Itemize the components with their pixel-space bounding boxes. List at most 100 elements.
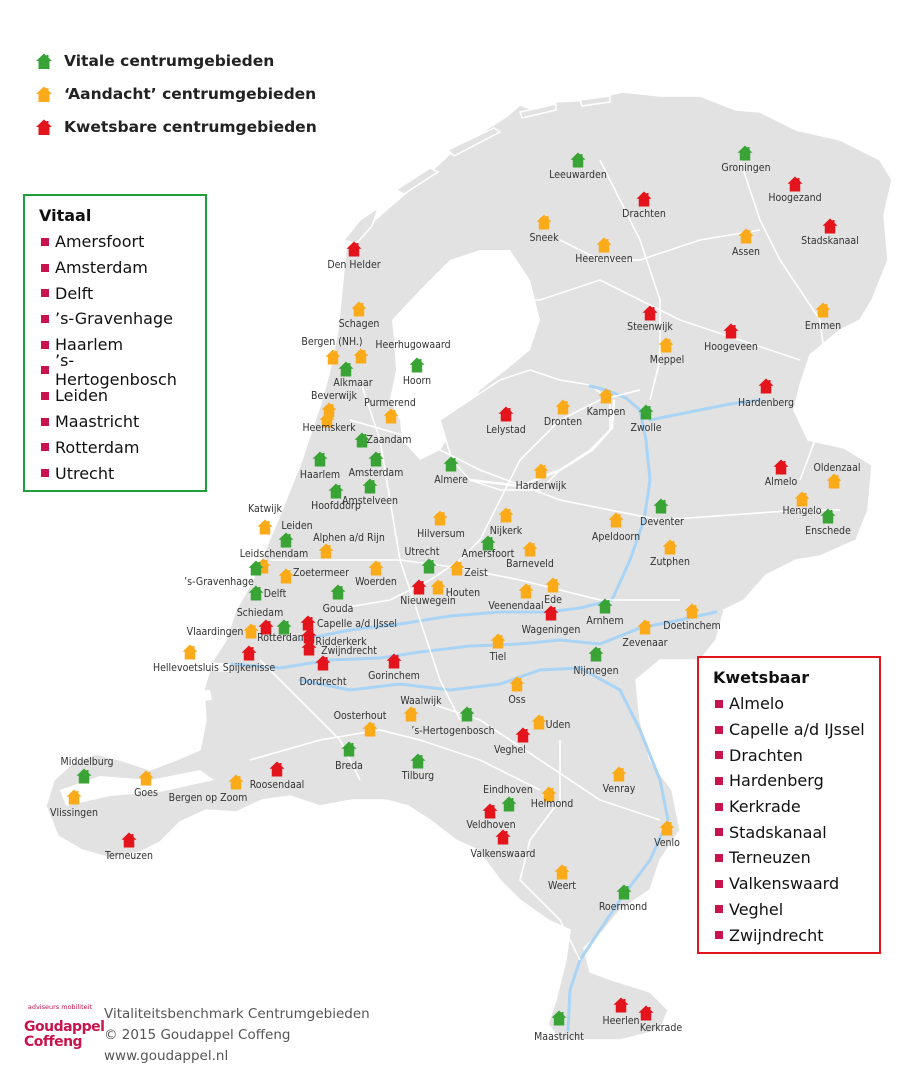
- city-label-middelburg: Middelburg: [61, 756, 114, 768]
- house-marker-oss: [509, 676, 525, 692]
- house-marker-amstelveen: [362, 478, 378, 494]
- bullet-square: [715, 751, 723, 760]
- city-label-houten: Houten: [446, 587, 480, 599]
- house-marker-hardenberg: [758, 378, 774, 394]
- city-label-goes: Goes: [134, 787, 158, 799]
- island-schiermonnikoog: [579, 95, 611, 107]
- list-item-label: Veghel: [729, 899, 784, 919]
- list-item: Terneuzen: [711, 845, 867, 871]
- house-marker-eindhoven: [501, 796, 517, 812]
- house-marker-veldhoven: [482, 803, 498, 819]
- house-marker-leiden: [278, 532, 294, 548]
- house-marker-roosendaal: [269, 761, 285, 777]
- city-label-almere: Almere: [434, 474, 468, 486]
- list-item-label: Terneuzen: [729, 848, 811, 868]
- house-marker-doetinchem: [684, 603, 700, 619]
- house-marker-apeldoorn: [608, 512, 624, 528]
- bullet-square: [715, 725, 723, 734]
- list-item-label: Amersfoort: [55, 232, 145, 252]
- house-marker-deventer: [653, 498, 669, 514]
- city-label-rotterdam: Rotterdam: [257, 632, 307, 644]
- vitaal-box-title: Vitaal: [39, 206, 92, 225]
- list-item-label: Capelle a/d IJssel: [729, 720, 865, 740]
- house-marker-roermond: [616, 884, 632, 900]
- city-label-leidschendam: Leidschendam: [240, 548, 308, 560]
- house-marker-waalwijk: [403, 706, 419, 722]
- haringvliet: [150, 660, 232, 678]
- city-label-venray: Venray: [603, 783, 636, 795]
- city-label-maastricht: Maastricht: [534, 1031, 584, 1043]
- city-label-kampen: Kampen: [587, 406, 626, 418]
- city-label-nieuwegein: Nieuwegein: [400, 595, 455, 607]
- house-marker-veghel: [515, 727, 531, 743]
- house-marker-hengelo: [794, 491, 810, 507]
- city-label-oosterhout: Oosterhout: [334, 710, 387, 722]
- zeeland-water-2: [70, 728, 204, 750]
- bullet-square: [41, 391, 49, 400]
- house-marker-houten: [430, 579, 446, 595]
- house-marker-hoofddorp: [328, 483, 344, 499]
- river-vecht: [648, 398, 762, 422]
- house-marker-s-gravenhage: [248, 560, 264, 576]
- house-marker-middelburg: [76, 768, 92, 784]
- house-marker-bergen-op-zoom: [228, 774, 244, 790]
- house-marker-zwolle: [638, 404, 654, 420]
- city-label-meppel: Meppel: [650, 354, 684, 366]
- house-marker-zevenaar: [637, 619, 653, 635]
- house-marker-heerenveen: [596, 237, 612, 253]
- list-item: Valkenswaard: [711, 871, 867, 897]
- list-item: Kerkrade: [711, 794, 867, 820]
- city-label-weert: Weert: [548, 880, 576, 892]
- house-marker-breda: [341, 741, 357, 757]
- randmeren: [469, 399, 616, 488]
- house-marker-heerlen: [613, 997, 629, 1013]
- house-marker-stadskanaal: [822, 218, 838, 234]
- bullet-square: [715, 699, 723, 708]
- house-marker-alphen-ad-rijn: [318, 543, 334, 559]
- house-marker-harderwijk: [533, 463, 549, 479]
- city-label-ridderkerk: Ridderkerk: [315, 636, 367, 648]
- list-item: Amersfoort: [37, 229, 193, 255]
- house-marker-zwijndrecht: [301, 640, 317, 656]
- house-icon-vital: [36, 53, 52, 69]
- bullet-square: [41, 366, 49, 375]
- legend-label-vulnerable: Kwetsbare centrumgebieden: [64, 117, 317, 136]
- house-marker-oldenzaal: [826, 473, 842, 489]
- list-item: Leiden: [37, 383, 193, 409]
- house-marker-almelo: [773, 459, 789, 475]
- city-label-uden: Uden: [546, 719, 571, 731]
- bullet-square: [41, 263, 49, 272]
- house-marker-utrecht: [421, 558, 437, 574]
- goudappel-logo: adviseurs mobiliteit Goudappel Coffeng: [24, 1004, 105, 1064]
- house-marker-venlo: [659, 820, 675, 836]
- bullet-square: [41, 340, 49, 349]
- list-item: Almelo: [711, 691, 867, 717]
- city-label-alkmaar: Alkmaar: [333, 377, 372, 389]
- zeeland-water-1: [60, 770, 214, 806]
- city-label-heerhugowaard: Heerhugowaard: [375, 339, 450, 351]
- city-label-helmond: Helmond: [531, 798, 574, 810]
- logo-wordmark: Goudappel Coffeng: [24, 1020, 105, 1050]
- house-marker-ede: [545, 577, 561, 593]
- list-item-label: Almelo: [729, 694, 785, 714]
- house-marker-hoogeveen: [723, 323, 739, 339]
- city-label-emmen: Emmen: [805, 320, 841, 332]
- list-item-label: Zwijndrecht: [729, 925, 824, 945]
- list-item: Amsterdam: [37, 255, 193, 281]
- house-icon-attention: [36, 86, 52, 102]
- city-label-eindhoven: Eindhoven: [483, 784, 533, 796]
- city-label-hoogezand: Hoogezand: [768, 192, 821, 204]
- house-icon-vulnerable: [36, 119, 52, 135]
- house-marker-gorinchem: [386, 653, 402, 669]
- bullet-square: [41, 314, 49, 323]
- house-marker-zoetermeer: [278, 568, 294, 584]
- bullet-square: [715, 853, 723, 862]
- house-marker-rotterdam: [276, 619, 292, 635]
- city-label-delft: Delft: [264, 588, 287, 600]
- list-item-label: Leiden: [55, 386, 109, 406]
- house-marker-bergen-nh: [325, 349, 341, 365]
- list-item-label: ’s-Hertogenbosch: [55, 351, 177, 390]
- list-item: Utrecht: [37, 460, 193, 486]
- city-label-schagen: Schagen: [339, 318, 380, 330]
- island-vlieland: [394, 167, 440, 195]
